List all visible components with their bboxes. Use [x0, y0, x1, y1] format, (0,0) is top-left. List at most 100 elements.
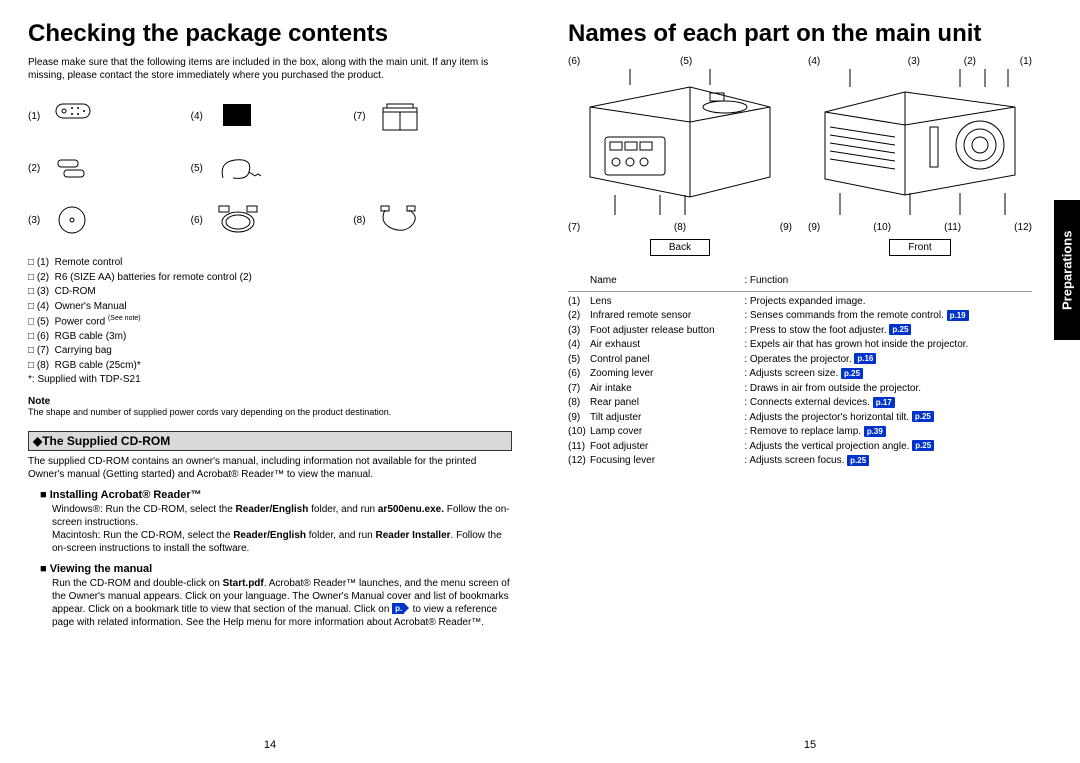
item-3: (3) [28, 196, 187, 244]
parts-row: (3)Foot adjuster release button: Press t… [568, 324, 1032, 339]
install-text: Windows®: Run the CD-ROM, select the Rea… [52, 503, 512, 555]
back-callouts-top: (6) (5) [568, 56, 792, 67]
parts-row: (1)Lens: Projects expanded image. [568, 295, 1032, 310]
callout: (5) [680, 56, 692, 67]
callout: (2) [964, 56, 976, 67]
rgb-cable-icon [213, 202, 263, 238]
diagram-row: (6) (5) [568, 56, 1032, 270]
checklist: □ (1) Remote control□ (2) R6 (SIZE AA) b… [28, 256, 512, 388]
left-page: Checking the package contents Please mak… [0, 0, 540, 763]
parts-row: (7)Air intake: Draws in air from outside… [568, 382, 1032, 397]
install-line: Macintosh: Run the CD-ROM, select the Re… [52, 529, 512, 555]
callout: (4) [808, 56, 820, 67]
page-ref-icon: p.16 [854, 353, 876, 364]
page-ref-icon: p.25 [912, 411, 934, 422]
right-title: Names of each part on the main unit [568, 20, 1032, 48]
callout: (11) [944, 222, 961, 233]
front-callouts-bottom: (9) (10) (11) (12) [808, 222, 1032, 233]
item-label: (6) [191, 215, 213, 226]
note-heading: Note [28, 396, 512, 407]
item-4: (4) [191, 92, 350, 140]
callout: (1) [1020, 56, 1032, 67]
checklist-row: □ (8) RGB cable (25cm)* [28, 359, 512, 374]
front-diagram: (4) (3) (2) (1) [808, 56, 1032, 270]
checklist-row: □ (4) Owner's Manual [28, 300, 512, 315]
install-line: Windows®: Run the CD-ROM, select the Rea… [52, 503, 512, 529]
item-1: (1) [28, 92, 187, 140]
page-ref-icon: p.25 [889, 324, 911, 335]
parts-row: (9)Tilt adjuster: Adjusts the projector'… [568, 411, 1032, 426]
section-bar-cdrom: ◆The Supplied CD-ROM [28, 431, 512, 451]
parts-row: (12)Focusing lever: Adjusts screen focus… [568, 454, 1032, 469]
callout: (12) [1014, 222, 1032, 233]
item-label: (7) [353, 111, 375, 122]
head-name: Name [568, 274, 744, 289]
left-title: Checking the package contents [28, 20, 512, 48]
callout: (10) [873, 222, 891, 233]
item-2: (2) [28, 144, 187, 192]
parts-row: (11)Foot adjuster: Adjusts the vertical … [568, 440, 1032, 455]
install-heading: ■ Installing Acrobat® Reader™ [40, 489, 512, 501]
front-label: Front [889, 239, 950, 256]
parts-row: (2)Infrared remote sensor: Senses comman… [568, 309, 1032, 324]
item-label: (4) [191, 111, 213, 122]
rgb-short-icon [375, 202, 425, 238]
intro-text: Please make sure that the following item… [28, 56, 512, 82]
callout: (9) [808, 222, 820, 233]
checklist-row: □ (2) R6 (SIZE AA) batteries for remote … [28, 271, 512, 286]
callout: (3) [908, 56, 920, 67]
page-ref-icon: p.25 [847, 455, 869, 466]
item-label: (5) [191, 163, 213, 174]
callout: (9) [780, 222, 792, 233]
page-ref-icon: p.17 [873, 397, 895, 408]
parts-row: (6)Zooming lever: Adjusts screen size. p… [568, 367, 1032, 382]
page-number-left: 14 [0, 739, 540, 751]
remote-icon [50, 98, 100, 134]
item-label: (3) [28, 215, 50, 226]
power-cord-icon [213, 150, 263, 186]
page-number-right: 15 [540, 739, 1080, 751]
parts-row: (4)Air exhaust: Expels air that has grow… [568, 338, 1032, 353]
projector-front-svg [808, 67, 1032, 217]
checklist-row: □ (6) RGB cable (3m) [28, 330, 512, 345]
head-func: : Function [744, 274, 1032, 289]
item-label: (1) [28, 111, 50, 122]
item-blank [353, 144, 512, 192]
checklist-row: □ (7) Carrying bag [28, 344, 512, 359]
page-ref-icon: p.25 [841, 368, 863, 379]
bag-icon [375, 98, 425, 134]
cd-text: The supplied CD-ROM contains an owner's … [28, 455, 512, 481]
parts-table: Name : Function (1)Lens: Projects expand… [568, 274, 1032, 469]
page-ref-icon: p. [392, 603, 404, 614]
item-label: (8) [353, 215, 375, 226]
back-callouts-bottom: (7) (8) (9) [568, 222, 792, 233]
item-6: (6) [191, 196, 350, 244]
contents-grid: (1) (4) (7) (2) (5) (3) [28, 92, 512, 244]
projector-back-svg [568, 67, 792, 217]
callout: (7) [568, 222, 580, 233]
parts-row: (8)Rear panel: Connects external devices… [568, 396, 1032, 411]
back-label: Back [650, 239, 710, 256]
item-7: (7) [353, 92, 512, 140]
checklist-row: *: Supplied with TDP-S21 [28, 373, 512, 388]
side-tab-preparations: Preparations [1054, 200, 1080, 340]
back-diagram: (6) (5) [568, 56, 792, 270]
checklist-row: □ (5) Power cord (See note) [28, 314, 512, 330]
item-5: (5) [191, 144, 350, 192]
parts-row: (10)Lamp cover: Remove to replace lamp. … [568, 425, 1032, 440]
page-ref-icon: p.39 [864, 426, 886, 437]
note-text: The shape and number of supplied power c… [28, 407, 512, 419]
page-ref-icon: p.19 [947, 310, 969, 321]
checklist-row: □ (3) CD-ROM [28, 285, 512, 300]
page-ref-icon: p.25 [912, 440, 934, 451]
view-text: Run the CD-ROM and double-click on Start… [52, 577, 512, 629]
right-page: Names of each part on the main unit (6) … [540, 0, 1080, 763]
item-8: (8) [353, 196, 512, 244]
parts-table-head: Name : Function [568, 274, 1032, 292]
item-label: (2) [28, 163, 50, 174]
callout: (6) [568, 56, 580, 67]
callout: (8) [674, 222, 686, 233]
manual-icon [213, 98, 263, 134]
checklist-row: □ (1) Remote control [28, 256, 512, 271]
batteries-icon [50, 150, 100, 186]
